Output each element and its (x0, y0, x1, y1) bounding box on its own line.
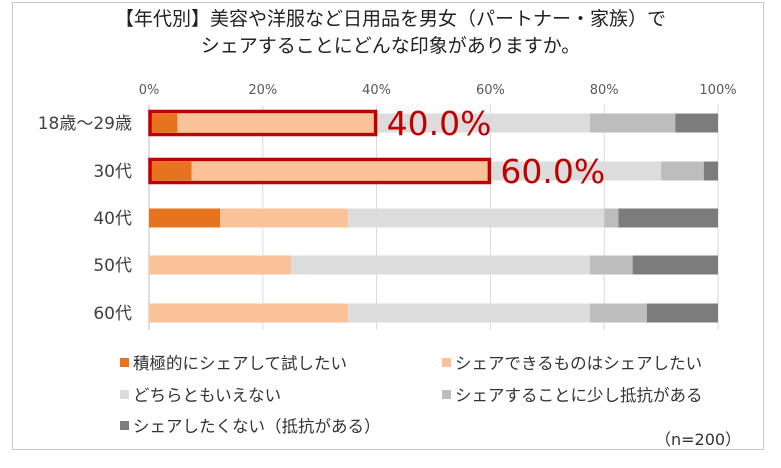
bar-3-series-3 (348, 208, 605, 228)
bar-3-series-1 (149, 208, 221, 228)
bar-2-series-2 (191, 161, 491, 181)
bar-1-series-4 (589, 113, 676, 133)
sample-size-note: （n=200） (655, 430, 742, 449)
legend-item-5: シェアしたくない（抵抗がある） (120, 413, 381, 437)
category-label-5: 60代 (93, 304, 132, 324)
x-tick-label-40: 40% (362, 83, 391, 98)
bar-4-series-2 (149, 255, 292, 275)
category-label-2: 30代 (93, 162, 132, 182)
bar-3-series-5 (618, 208, 718, 228)
bar-4-series-3 (291, 255, 590, 275)
x-tick-label-60: 60% (476, 83, 505, 98)
legend-swatch-2 (442, 357, 451, 367)
legend-label-1: 積極的にシェアして試したい (133, 354, 348, 373)
legend-item-4: シェアすることに少し抵抗がある (442, 382, 703, 406)
legend-item-2: シェアできるものはシェアしたい (442, 350, 702, 374)
legend-label-5: シェアしたくない（抵抗がある） (133, 417, 381, 436)
bar-1-series-5 (675, 113, 718, 133)
annotation-label-2: 60.0% (500, 152, 605, 191)
category-label-3: 40代 (93, 209, 132, 229)
bar-1-series-3 (376, 113, 590, 133)
bar-2-series-1 (149, 161, 192, 181)
chart-title-line-1: 【年代別】美容や洋服など日用品を男女（パートナー・家族）で (114, 8, 666, 30)
legend-label-2: シェアできるものはシェアしたい (455, 354, 703, 373)
bar-2-series-5 (703, 161, 718, 181)
legend-swatch-1 (120, 357, 129, 367)
bar-5-series-2 (149, 303, 349, 323)
bar-5-series-5 (646, 303, 718, 323)
bar-1-series-1 (149, 113, 178, 133)
legend-item-1: 積極的にシェアして試したい (120, 350, 347, 374)
bar-3-series-2 (220, 208, 349, 228)
legend-swatch-4 (442, 389, 451, 399)
x-tick-label-80: 80% (590, 83, 619, 98)
legend-swatch-5 (120, 420, 129, 430)
x-tick-label-0: 0% (139, 83, 160, 98)
legend-label-4: シェアすることに少し抵抗がある (455, 386, 703, 405)
highlight-box-1 (148, 109, 378, 137)
highlight-box-2 (148, 157, 492, 185)
x-tick-label-20: 20% (248, 83, 277, 98)
category-label-4: 50代 (93, 256, 132, 276)
legend-swatch-3 (120, 389, 129, 399)
bar-5-series-3 (348, 303, 590, 323)
chart-title-line-2: シェアすることにどんな印象がありますか。 (200, 35, 581, 57)
bar-5-series-4 (589, 303, 647, 323)
bar-4-series-5 (632, 255, 718, 275)
chart-title: 【年代別】美容や洋服など日用品を男女（パートナー・家族）で シェアすることにどん… (0, 6, 781, 60)
bar-4-series-4 (589, 255, 633, 275)
bar-2-series-3 (490, 161, 662, 181)
bar-1-series-2 (177, 113, 377, 133)
annotation-label-1: 40.0% (387, 104, 492, 143)
x-tick-label-100: 100% (699, 83, 736, 98)
legend-label-3: どちらともいえない (133, 386, 282, 405)
bar-2-series-4 (661, 161, 704, 181)
legend-item-3: どちらともいえない (120, 382, 281, 406)
bar-3-series-4 (604, 208, 619, 228)
category-label-1: 18歳～29歳 (38, 114, 132, 134)
